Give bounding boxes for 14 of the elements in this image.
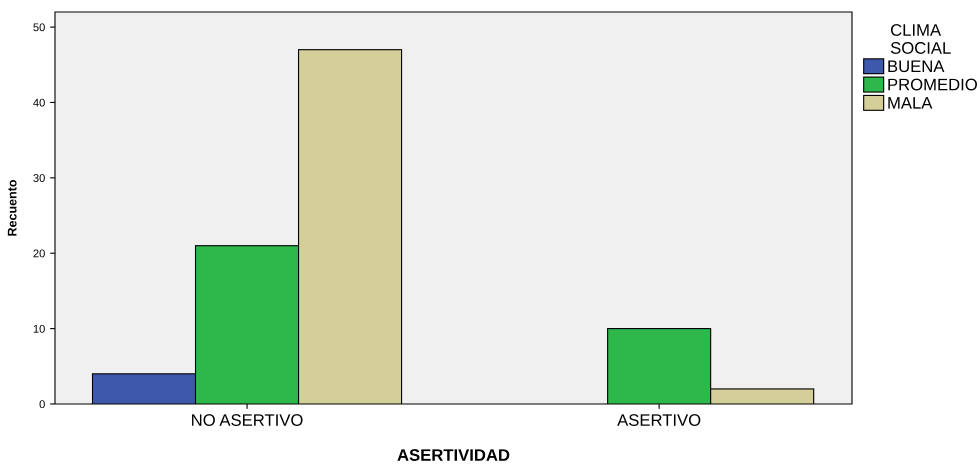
legend-label: MALA (888, 97, 932, 109)
x-tick-label: NO ASERTIVO (192, 414, 303, 426)
legend-label: PROMEDIO (888, 78, 977, 90)
legend-title: CLIMA SOCIAL (890, 24, 951, 54)
x-axis-title: ASERTIVIDAD (397, 449, 510, 461)
y-tick-label: 10 (34, 324, 45, 333)
y-axis-title: Recuento (8, 180, 17, 236)
y-tick-label: 20 (33, 250, 45, 258)
y-tick-label: 50 (33, 23, 45, 32)
legend-label: BUENA (888, 60, 944, 72)
y-tick-label: 30 (33, 174, 45, 182)
y-tick-label: 0 (40, 400, 45, 408)
y-tick-label: 40 (33, 98, 45, 107)
x-tick-label: ASERTIVO (617, 414, 700, 426)
